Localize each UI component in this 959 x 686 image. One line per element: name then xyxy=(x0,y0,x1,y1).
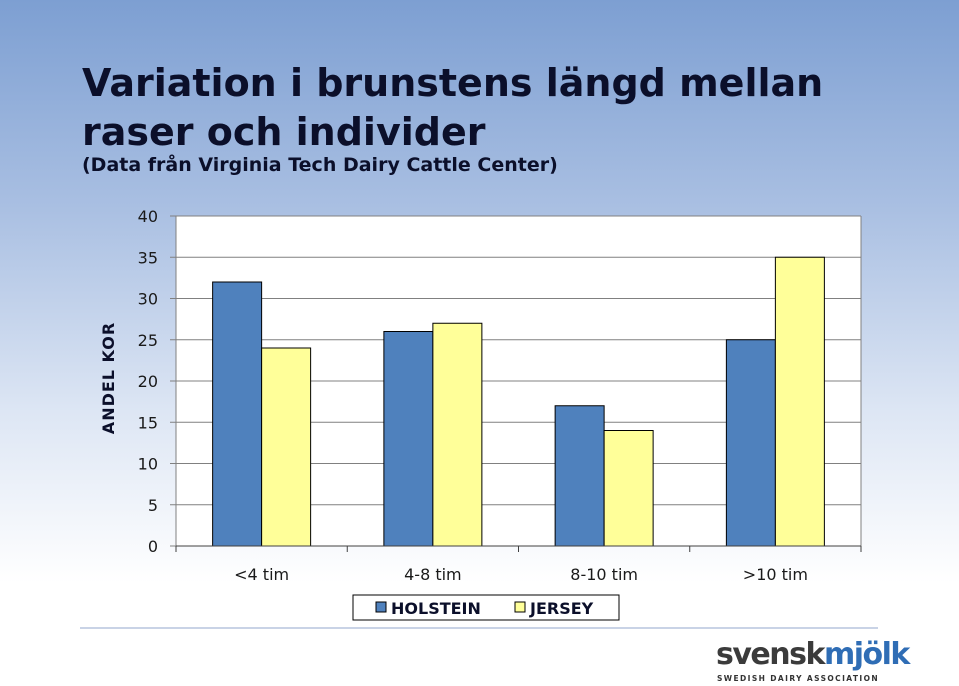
logo-wordmark-mjolk: mjölk xyxy=(823,637,910,672)
svensk-mjolk-logo: svenskmjölk SWEDISH DAIRY ASSOCIATION xyxy=(716,640,910,686)
y-tick-label: 40 xyxy=(138,207,158,226)
footer-divider xyxy=(80,627,878,629)
y-tick-label: 0 xyxy=(148,537,158,556)
legend-box xyxy=(352,594,620,621)
y-tick-label: 10 xyxy=(138,455,158,474)
bar-holstein-3 xyxy=(725,339,776,547)
legend-swatch-holstein xyxy=(375,601,387,613)
bar-holstein-1 xyxy=(383,331,434,547)
bar-holstein-0 xyxy=(212,281,263,547)
y-tick-label: 5 xyxy=(148,496,158,515)
legend-swatch-jersey xyxy=(514,601,526,613)
logo-wordmark-svensk: svensk xyxy=(716,637,825,672)
y-tick-label: 15 xyxy=(138,413,158,432)
y-tick-label: 35 xyxy=(138,248,158,267)
x-tick-label: 8-10 tim xyxy=(570,565,638,584)
x-tick-label: >10 tim xyxy=(743,565,808,584)
slide-title-line2: raser och individer xyxy=(82,110,486,154)
y-tick-label: 30 xyxy=(138,290,158,309)
bar-jersey-2 xyxy=(603,430,654,547)
y-tick-label: 20 xyxy=(138,372,158,391)
logo-wordmark: svenskmjölk xyxy=(716,637,910,672)
bar-jersey-0 xyxy=(261,347,312,547)
slide-subtitle: (Data från Virginia Tech Dairy Cattle Ce… xyxy=(82,154,558,176)
logo-tagline: SWEDISH DAIRY ASSOCIATION xyxy=(717,674,880,683)
bar-jersey-1 xyxy=(432,322,483,547)
y-axis-label: ANDEL KOR xyxy=(99,322,118,434)
x-tick-label: <4 tim xyxy=(234,565,289,584)
slide-title-line1: Variation i brunstens längd mellan xyxy=(82,61,824,105)
bar-jersey-3 xyxy=(774,256,825,547)
bar-holstein-2 xyxy=(554,405,605,547)
y-tick-label: 25 xyxy=(138,331,158,350)
legend-label-holstein: HOLSTEIN xyxy=(391,599,481,618)
legend-label-jersey: JERSEY xyxy=(529,599,594,618)
x-tick-label: 4-8 tim xyxy=(404,565,462,584)
axis-labels: 0 5 10 15 20 25 30 35 40 <4 tim 4-8 tim 8-10 tim >10… xyxy=(138,207,808,584)
axes xyxy=(170,215,862,552)
legend: HOLSTEIN JERSEY xyxy=(352,594,620,621)
